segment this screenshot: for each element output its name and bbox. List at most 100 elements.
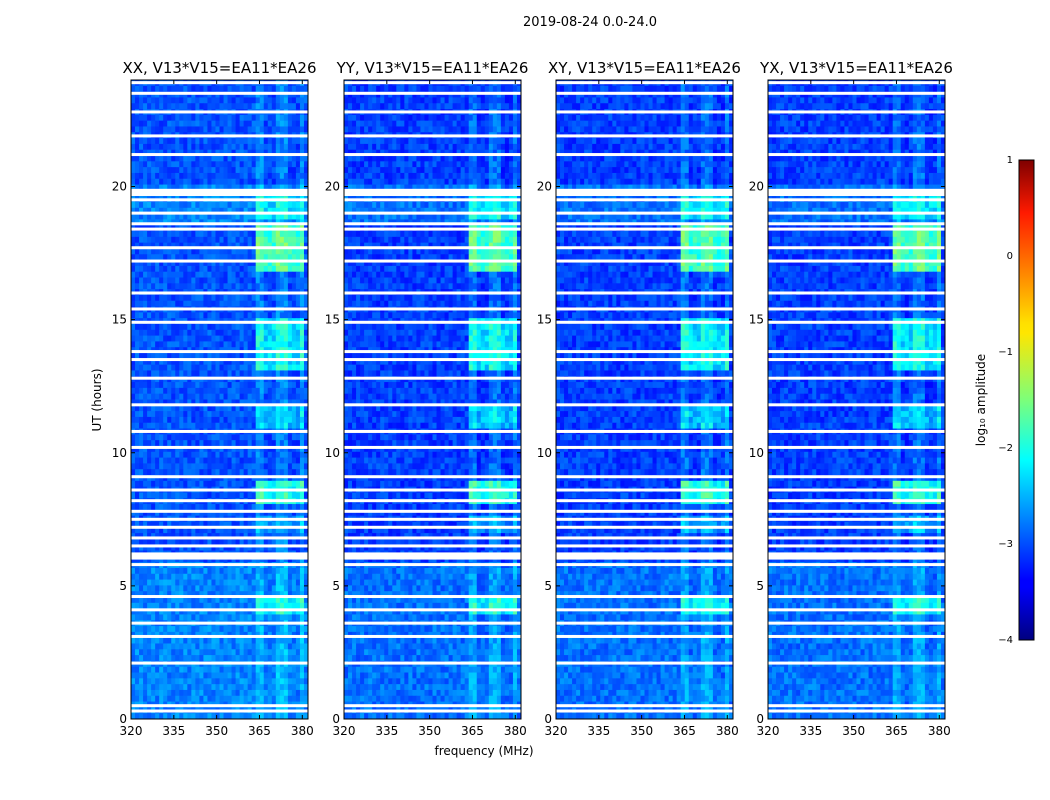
heatmap-cell (235, 405, 241, 412)
heatmap-cell (223, 655, 228, 662)
heatmap-cell (163, 544, 168, 551)
heatmap-cell (283, 451, 289, 458)
heatmap-cell (247, 323, 253, 331)
heatmap-cell (159, 254, 164, 261)
heatmap-cell (191, 405, 196, 412)
heatmap-cell (195, 207, 200, 215)
heatmap-cell (255, 643, 261, 650)
heatmap-cell (283, 469, 289, 476)
heatmap-cell (263, 353, 269, 360)
heatmap-cell (175, 649, 180, 656)
heatmap-cell (175, 248, 180, 255)
heatmap-cell (203, 457, 208, 464)
heatmap-cell (211, 573, 216, 580)
heatmap-cell (223, 248, 228, 255)
heatmap-cell (191, 97, 196, 104)
heatmap-cell (223, 637, 228, 644)
heatmap-cell (396, 85, 401, 93)
heatmap-cell (207, 492, 212, 499)
heatmap-cell (215, 666, 220, 673)
heatmap-cell (287, 283, 293, 290)
heatmap-cell (151, 103, 156, 110)
heatmap-cell (223, 138, 228, 145)
heatmap-cell (175, 416, 180, 424)
heatmap-cell (163, 672, 168, 679)
heatmap-cell (183, 312, 188, 319)
heatmap-cell (131, 666, 136, 673)
heatmap-cell (255, 387, 261, 395)
heatmap-cell (195, 591, 200, 598)
heatmap-cell (283, 382, 289, 389)
heatmap-cell (251, 463, 257, 470)
heatmap-cell (235, 85, 241, 93)
heatmap-cell (275, 271, 281, 278)
heatmap-cell (151, 120, 156, 127)
heatmap-cell (267, 672, 273, 679)
heatmap-cell (364, 85, 369, 93)
heatmap-cell (239, 382, 245, 389)
heatmap-cell (211, 579, 216, 586)
heatmap-cell (195, 480, 200, 488)
heatmap-cell (299, 434, 305, 441)
heatmap-cell (203, 492, 208, 499)
heatmap-cell (163, 207, 168, 215)
heatmap-cell (259, 329, 265, 336)
heatmap-cell (259, 399, 265, 406)
heatmap-cell (267, 666, 273, 673)
heatmap-cell (271, 114, 277, 122)
heatmap-cell (143, 248, 148, 255)
heatmap-cell (275, 370, 281, 377)
heatmap-cell (219, 114, 224, 122)
heatmap-cell (243, 492, 249, 499)
heatmap-cell (139, 300, 144, 307)
heatmap-cell (295, 597, 301, 604)
heatmap-cell (171, 114, 176, 122)
heatmap-cell (235, 689, 241, 697)
flagged-row (131, 429, 308, 433)
heatmap-cell (291, 643, 297, 650)
heatmap-cell (239, 538, 245, 546)
heatmap-cell (287, 242, 293, 249)
heatmap-cell (299, 567, 305, 575)
heatmap-cell (243, 387, 249, 395)
heatmap-cell (155, 649, 160, 656)
heatmap-cell (239, 405, 245, 412)
heatmap-cell (279, 405, 285, 412)
heatmap-cell (263, 655, 269, 662)
heatmap-cell (263, 358, 269, 366)
heatmap-cell (263, 236, 269, 244)
heatmap-cell (191, 689, 196, 697)
heatmap-cell (259, 521, 265, 528)
heatmap-cell (191, 521, 196, 528)
heatmap-cell (171, 277, 176, 284)
heatmap-cell (135, 504, 140, 511)
heatmap-cell (275, 422, 281, 429)
heatmap-cell (263, 666, 269, 673)
heatmap-cell (239, 358, 245, 366)
heatmap-cell (255, 434, 261, 441)
heatmap-cell (143, 440, 148, 447)
heatmap-cell (271, 463, 277, 470)
heatmap-cell (199, 335, 204, 342)
heatmap-cell (255, 689, 261, 697)
heatmap-cell (211, 364, 216, 371)
heatmap-cell (175, 254, 180, 261)
heatmap-cell (187, 602, 192, 610)
heatmap-cell (175, 167, 180, 174)
heatmap-cell (263, 457, 269, 464)
heatmap-cell (295, 260, 301, 267)
heatmap-cell (143, 167, 148, 174)
heatmap-cell (247, 544, 253, 551)
heatmap-cell (303, 341, 309, 348)
heatmap-cell (135, 231, 140, 238)
heatmap-cell (187, 509, 192, 517)
heatmap-cell (175, 533, 180, 540)
heatmap-cell (143, 445, 148, 453)
heatmap-cell (135, 457, 140, 464)
heatmap-cell (275, 666, 281, 673)
heatmap-cell (171, 329, 176, 336)
heatmap-cell (263, 329, 269, 336)
heatmap-cell (271, 120, 277, 127)
heatmap-cell (135, 614, 140, 621)
heatmap-cell (303, 416, 309, 424)
